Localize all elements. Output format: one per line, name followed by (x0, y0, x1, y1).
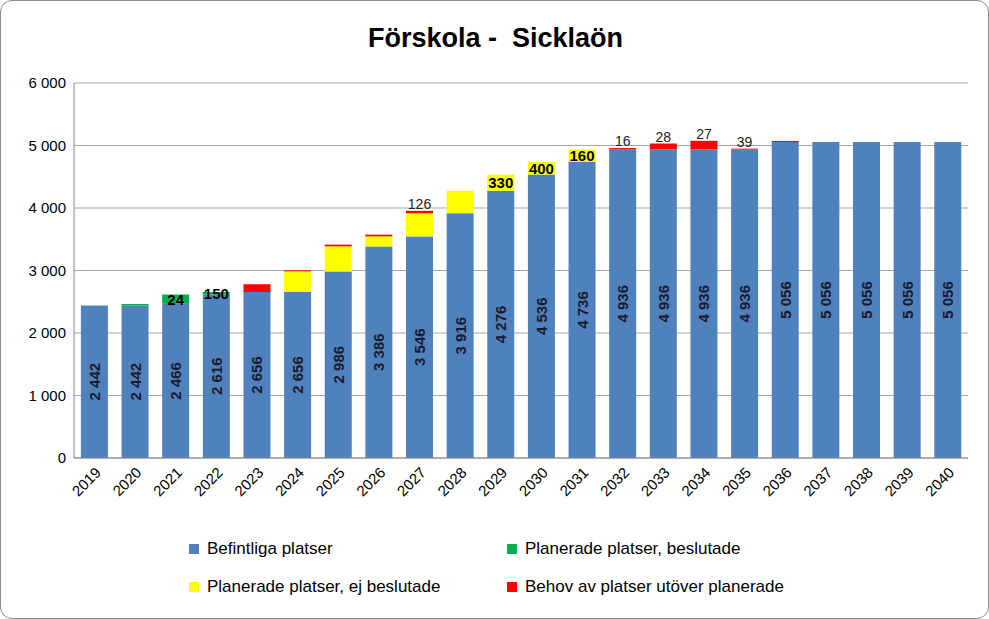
svg-text:126: 126 (408, 196, 432, 212)
svg-text:2 616: 2 616 (208, 357, 225, 395)
html-text:Befintliga platser: Befintliga platser (207, 539, 333, 558)
svg-text:4 000: 4 000 (28, 199, 66, 216)
svg-text:2029: 2029 (475, 464, 511, 500)
svg-text:3 386: 3 386 (370, 333, 387, 371)
svg-text:2 656: 2 656 (289, 356, 306, 394)
svg-text:2038: 2038 (840, 464, 876, 500)
svg-text:2020: 2020 (109, 464, 145, 500)
svg-text:2 986: 2 986 (330, 346, 347, 384)
svg-text:2025: 2025 (312, 464, 348, 500)
svg-text:5 056: 5 056 (817, 281, 834, 319)
svg-text:2022: 2022 (190, 464, 226, 500)
svg-text:24: 24 (167, 291, 184, 308)
svg-text:2 442: 2 442 (127, 363, 144, 401)
svg-text:400: 400 (529, 160, 554, 177)
svg-text:160: 160 (570, 147, 595, 164)
svg-text:28: 28 (656, 129, 672, 145)
svg-text:4 936: 4 936 (695, 285, 712, 323)
svg-text:5 056: 5 056 (777, 281, 794, 319)
svg-text:3 546: 3 546 (411, 328, 428, 366)
svg-text:2 656: 2 656 (248, 356, 265, 394)
svg-text:5 056: 5 056 (899, 281, 916, 319)
svg-text:2028: 2028 (434, 464, 470, 500)
svg-text:2039: 2039 (881, 464, 917, 500)
svg-text:2040: 2040 (922, 464, 958, 500)
svg-text:2024: 2024 (272, 464, 308, 500)
svg-text:2026: 2026 (353, 464, 389, 500)
svg-text:6 000: 6 000 (28, 74, 66, 91)
svg-text:5 056: 5 056 (939, 281, 956, 319)
svg-text:1 000: 1 000 (28, 387, 66, 404)
svg-text:2 466: 2 466 (167, 362, 184, 400)
svg-text:2023: 2023 (231, 464, 267, 500)
svg-text:2019: 2019 (68, 464, 104, 500)
svg-text:2 000: 2 000 (28, 324, 66, 341)
svg-text:0: 0 (58, 449, 66, 466)
svg-text:150: 150 (204, 285, 229, 302)
svg-text:4 736: 4 736 (574, 291, 591, 329)
svg-text:4 936: 4 936 (655, 285, 672, 323)
svg-text:2033: 2033 (637, 464, 673, 500)
html-text:Behov av platser utöver planer: Behov av platser utöver planerade (525, 577, 784, 596)
svg-text:2031: 2031 (556, 464, 592, 500)
html-text:Planerade platser, beslutade: Planerade platser, beslutade (525, 539, 741, 558)
svg-text:2027: 2027 (393, 464, 429, 500)
svg-text:4 936: 4 936 (614, 285, 631, 323)
html-text:Planerade platser, ej beslutad: Planerade platser, ej beslutade (207, 577, 441, 596)
svg-text:4 536: 4 536 (533, 297, 550, 335)
svg-text:2032: 2032 (597, 464, 633, 500)
svg-text:2034: 2034 (678, 464, 714, 500)
svg-text:4 276: 4 276 (492, 306, 509, 344)
svg-text:16: 16 (615, 133, 631, 149)
svg-text:2 442: 2 442 (86, 363, 103, 401)
svg-text:2021: 2021 (150, 464, 186, 500)
html-text:Förskola - Sicklaön: Förskola - Sicklaön (368, 23, 623, 53)
svg-text:3 916: 3 916 (452, 317, 469, 355)
svg-text:5 056: 5 056 (858, 281, 875, 319)
svg-text:2037: 2037 (800, 464, 836, 500)
svg-text:330: 330 (488, 174, 513, 191)
svg-text:2030: 2030 (515, 464, 551, 500)
svg-text:39: 39 (737, 134, 753, 150)
svg-text:3 000: 3 000 (28, 262, 66, 279)
svg-text:2036: 2036 (759, 464, 795, 500)
svg-text:27: 27 (696, 126, 712, 142)
svg-text:2035: 2035 (719, 464, 755, 500)
svg-text:4 936: 4 936 (736, 285, 753, 323)
svg-text:5 000: 5 000 (28, 137, 66, 154)
